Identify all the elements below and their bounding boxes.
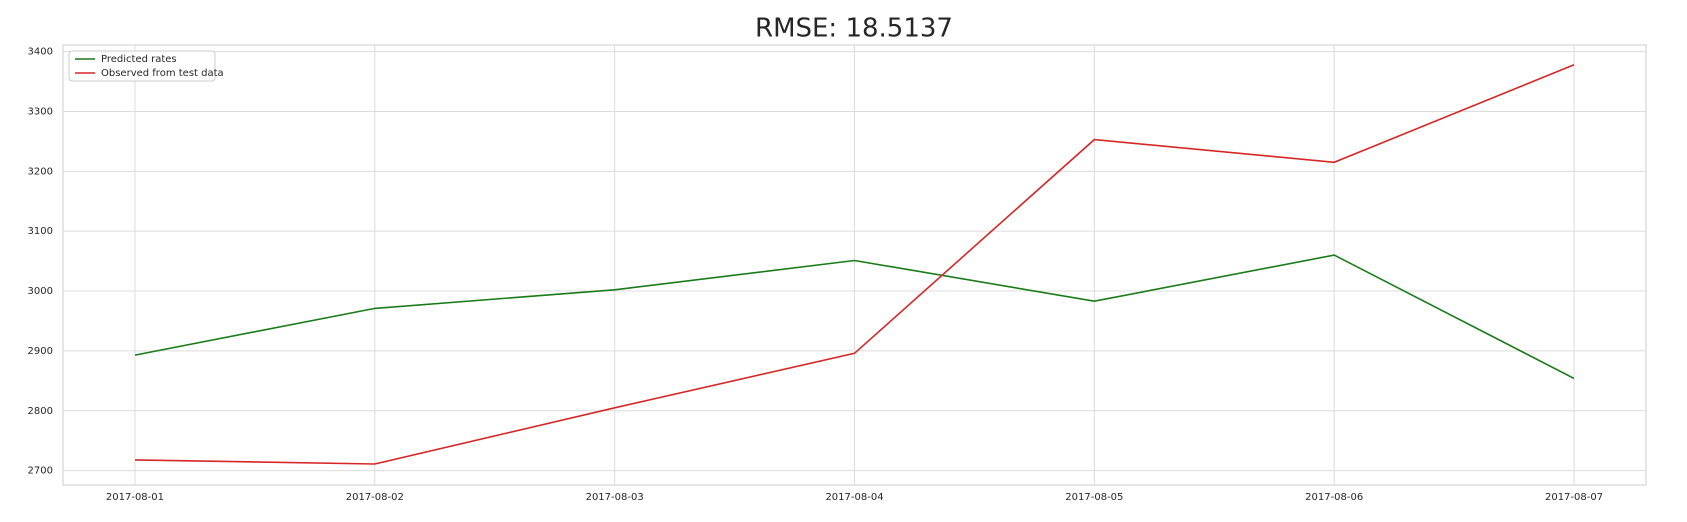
legend-label: Observed from test data — [101, 68, 224, 79]
y-tick-label: 2800 — [28, 406, 53, 417]
y-tick-label: 3200 — [28, 166, 53, 177]
y-tick-label: 3100 — [28, 226, 53, 237]
x-tick-label: 2017-08-06 — [1305, 492, 1363, 503]
y-tick-label: 3300 — [28, 106, 53, 117]
legend-label: Predicted rates — [101, 54, 177, 65]
x-tick-label: 2017-08-07 — [1545, 492, 1603, 503]
series-line — [134, 254, 1575, 380]
y-tick-label: 3000 — [28, 286, 53, 297]
y-tick-label: 3400 — [28, 47, 53, 58]
x-tick-label: 2017-08-02 — [346, 492, 404, 503]
series-line — [134, 64, 1575, 465]
x-tick-label: 2017-08-03 — [586, 492, 644, 503]
x-tick-label: 2017-08-04 — [825, 492, 883, 503]
x-tick-label: 2017-08-01 — [106, 492, 164, 503]
x-tick-label: 2017-08-05 — [1065, 492, 1123, 503]
y-tick-label: 2900 — [28, 346, 53, 357]
y-tick-label: 2700 — [28, 466, 53, 477]
chart-title: RMSE: 18.5137 — [755, 14, 953, 44]
legend-box — [68, 50, 216, 82]
